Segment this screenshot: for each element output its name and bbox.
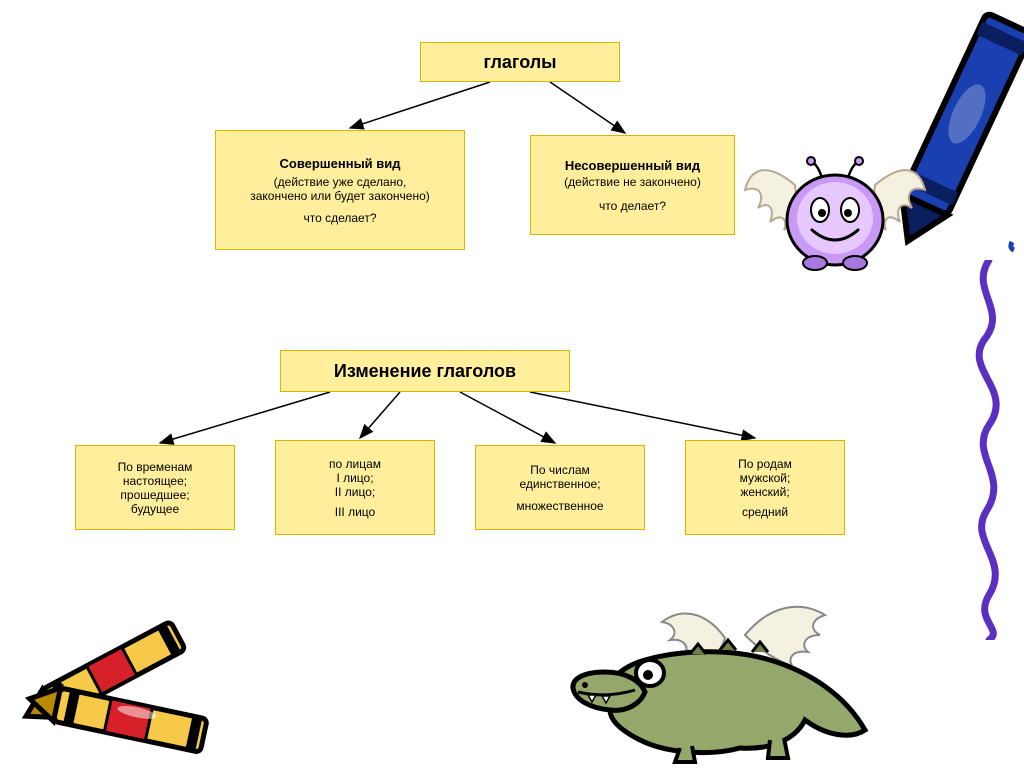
- perfective-l3: закончено или будет закончено): [250, 189, 430, 203]
- genders-l4: средний: [742, 505, 788, 519]
- numbers-l2: единственное;: [519, 477, 600, 491]
- tenses-l2: настоящее;: [123, 474, 187, 488]
- persons-l1: по лицам: [329, 457, 381, 471]
- imperfective-l4: что делает?: [599, 199, 666, 213]
- numbers-box: По числам единственное; множественное: [475, 445, 645, 530]
- verbs-root-label: глаголы: [483, 52, 556, 73]
- verb-changes-root-label: Изменение глаголов: [334, 361, 516, 382]
- genders-box: По родам мужской; женский; средний: [685, 440, 845, 535]
- squiggle-icon: [959, 260, 1019, 640]
- persons-box: по лицам I лицо; II лицо; III лицо: [275, 440, 435, 535]
- purple-smiley-icon: [740, 130, 930, 280]
- imperfective-l1: Несовершенный вид: [565, 158, 700, 173]
- numbers-l4: множественное: [516, 499, 603, 513]
- tenses-box: По временам настоящее; прошедшее; будуще…: [75, 445, 235, 530]
- persons-l4: III лицо: [335, 505, 375, 519]
- tenses-l4: будущее: [131, 502, 179, 516]
- persons-l3: II лицо;: [335, 485, 375, 499]
- imperfective-l2: (действие не закончено): [564, 175, 701, 189]
- yellow-crayons-icon: [5, 600, 215, 770]
- numbers-l1: По числам: [530, 463, 590, 477]
- genders-l2: мужской;: [740, 471, 791, 485]
- imperfective-box: Несовершенный вид (действие не закончено…: [530, 135, 735, 235]
- perfective-l1: Совершенный вид: [279, 156, 400, 171]
- verb-changes-root-box: Изменение глаголов: [280, 350, 570, 392]
- crocodile-icon: [570, 600, 880, 770]
- tenses-l1: По временам: [118, 460, 193, 474]
- tenses-l3: прошедшее;: [120, 488, 189, 502]
- persons-l2: I лицо;: [336, 471, 373, 485]
- perfective-l2: (действие уже сделано,: [274, 175, 407, 189]
- genders-l1: По родам: [738, 457, 792, 471]
- perfective-l4: что сделает?: [303, 211, 376, 225]
- perfective-box: Совершенный вид (действие уже сделано, з…: [215, 130, 465, 250]
- genders-l3: женский;: [740, 485, 789, 499]
- verbs-root-box: глаголы: [420, 42, 620, 82]
